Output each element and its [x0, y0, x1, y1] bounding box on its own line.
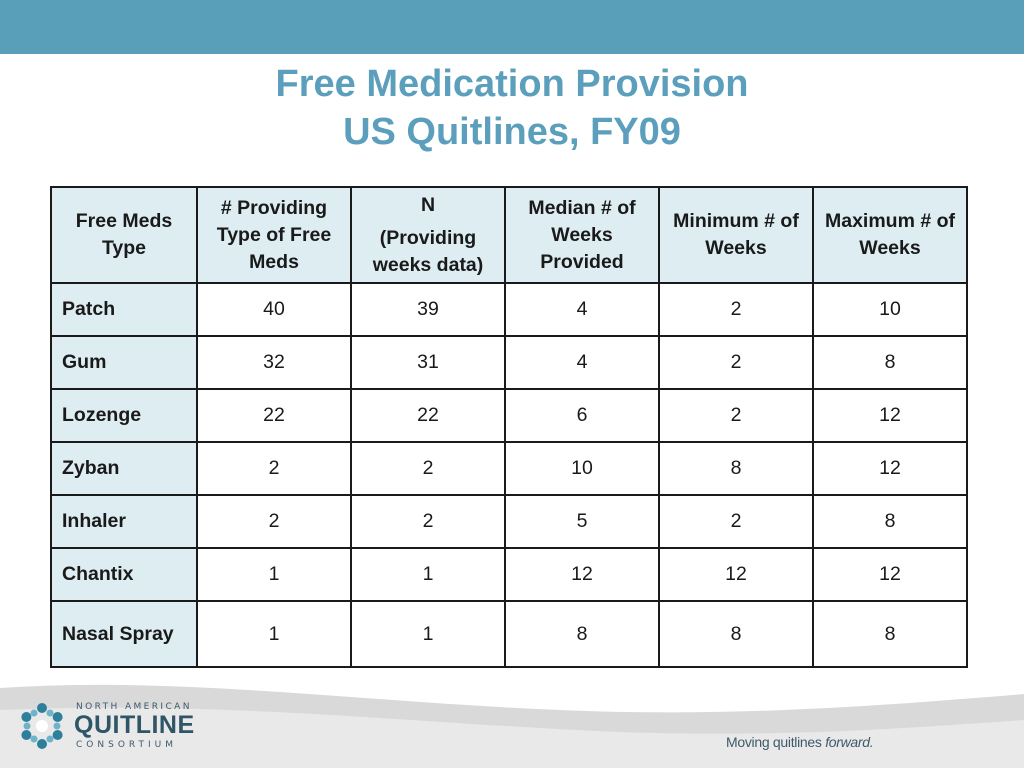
row-type-label: Nasal Spray	[50, 600, 198, 668]
top-accent-bar	[0, 0, 1024, 54]
free-meds-table: Free Meds Type # Providing Type of Free …	[50, 186, 968, 668]
table-row: Lozenge 22 22 6 2 12	[50, 388, 968, 443]
cell-minimum: 2	[658, 282, 814, 337]
header-minimum-weeks: Minimum # of Weeks	[658, 186, 814, 284]
header-maximum-weeks: Maximum # of Weeks	[812, 186, 968, 284]
cell-maximum: 10	[812, 282, 968, 337]
tagline-emphasis: forward.	[825, 734, 874, 750]
cell-minimum: 2	[658, 388, 814, 443]
cell-median: 4	[504, 335, 660, 390]
table-header-row: Free Meds Type # Providing Type of Free …	[50, 186, 968, 284]
cell-n: 39	[350, 282, 506, 337]
header-n-line1: N	[420, 193, 436, 216]
cell-minimum: 8	[658, 441, 814, 496]
cell-maximum: 8	[812, 600, 968, 668]
row-type-label: Inhaler	[50, 494, 198, 549]
row-type-label: Zyban	[50, 441, 198, 496]
cell-providing: 32	[196, 335, 352, 390]
row-type-label: Patch	[50, 282, 198, 337]
table-row: Chantix 1 1 12 12 12	[50, 547, 968, 602]
title-line-1: Free Medication Provision	[275, 63, 749, 105]
header-free-meds-type: Free Meds Type	[50, 186, 198, 284]
cell-n: 2	[350, 494, 506, 549]
table-row: Nasal Spray 1 1 8 8 8	[50, 600, 968, 668]
quitline-snowflake-logo-icon	[21, 703, 63, 749]
cell-maximum: 12	[812, 547, 968, 602]
cell-n: 2	[350, 441, 506, 496]
row-type-label: Chantix	[50, 547, 198, 602]
cell-median: 10	[504, 441, 660, 496]
header-median-weeks: Median # of Weeks Provided	[504, 186, 660, 284]
cell-maximum: 12	[812, 441, 968, 496]
cell-maximum: 12	[812, 388, 968, 443]
cell-providing: 40	[196, 282, 352, 337]
org-name-bottom: CONSORTIUM	[76, 740, 178, 750]
org-name-top: NORTH AMERICAN	[76, 702, 192, 712]
org-name-main: QUITLINE	[74, 711, 195, 739]
cell-median: 5	[504, 494, 660, 549]
row-type-label: Lozenge	[50, 388, 198, 443]
cell-median: 4	[504, 282, 660, 337]
cell-providing: 1	[196, 547, 352, 602]
footer-wave	[0, 684, 1024, 768]
cell-median: 8	[504, 600, 660, 668]
cell-minimum: 2	[658, 335, 814, 390]
row-type-label: Gum	[50, 335, 198, 390]
cell-providing: 2	[196, 494, 352, 549]
cell-providing: 1	[196, 600, 352, 668]
cell-minimum: 2	[658, 494, 814, 549]
table-row: Zyban 2 2 10 8 12	[50, 441, 968, 496]
cell-providing: 22	[196, 388, 352, 443]
cell-median: 6	[504, 388, 660, 443]
header-n-line2: (Providing weeks data)	[372, 226, 484, 276]
cell-minimum: 12	[658, 547, 814, 602]
tagline: Moving quitlines forward.	[726, 734, 874, 750]
header-n: N (Providing weeks data)	[350, 186, 506, 284]
title-line-2: US Quitlines, FY09	[343, 111, 681, 153]
header-providing-count: # Providing Type of Free Meds	[196, 186, 352, 284]
table-row: Inhaler 2 2 5 2 8	[50, 494, 968, 549]
cell-median: 12	[504, 547, 660, 602]
cell-n: 1	[350, 547, 506, 602]
cell-n: 1	[350, 600, 506, 668]
cell-maximum: 8	[812, 494, 968, 549]
cell-n: 31	[350, 335, 506, 390]
tagline-plain: Moving quitlines	[726, 734, 826, 750]
cell-providing: 2	[196, 441, 352, 496]
cell-minimum: 8	[658, 600, 814, 668]
cell-maximum: 8	[812, 335, 968, 390]
cell-n: 22	[350, 388, 506, 443]
table-row: Patch 40 39 4 2 10	[50, 282, 968, 337]
table-row: Gum 32 31 4 2 8	[50, 335, 968, 390]
page-title: Free Medication Provision US Quitlines, …	[0, 60, 1024, 156]
